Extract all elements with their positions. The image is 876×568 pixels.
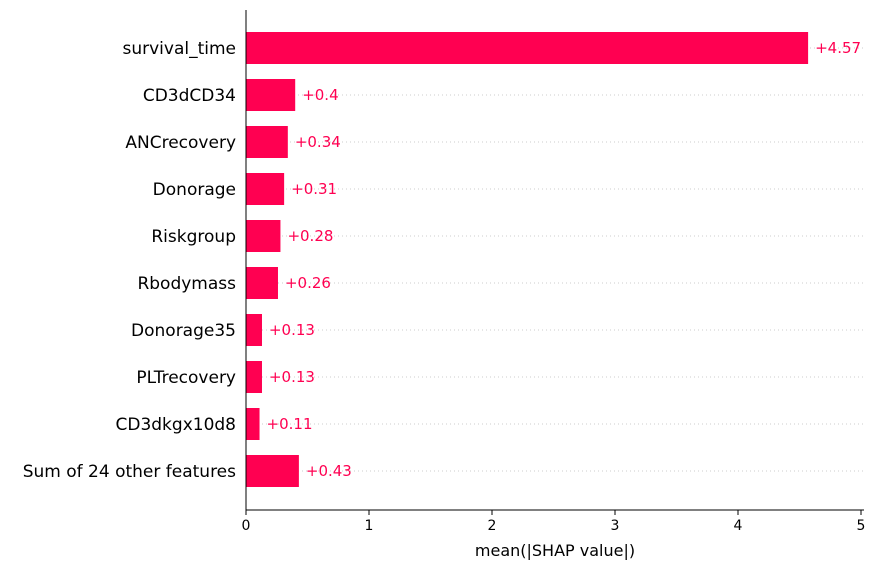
bar bbox=[246, 220, 281, 252]
bar bbox=[246, 79, 296, 111]
value-labels: +4.57 +0.4 +0.34 +0.31 +0.28 +0.26 +0.13 +0.13 +… bbox=[267, 39, 862, 480]
bar bbox=[246, 173, 285, 205]
value-label: +0.13 bbox=[269, 368, 315, 386]
category-label: PLTrecovery bbox=[136, 368, 236, 388]
value-label: +0.43 bbox=[306, 462, 352, 480]
bar bbox=[246, 361, 262, 393]
category-label: ANCrecovery bbox=[125, 133, 236, 153]
category-label: Rbodymass bbox=[137, 274, 236, 294]
category-label: CD3dCD34 bbox=[143, 86, 236, 106]
value-label: +4.57 bbox=[815, 39, 861, 57]
category-label: Riskgroup bbox=[151, 227, 236, 247]
bar bbox=[246, 314, 262, 346]
x-tick-label: 0 bbox=[242, 518, 251, 534]
x-tick-label: 5 bbox=[857, 518, 866, 534]
category-label: survival_time bbox=[122, 39, 236, 59]
x-tick-label: 1 bbox=[365, 518, 374, 534]
value-label: +0.26 bbox=[285, 274, 331, 292]
bars bbox=[246, 32, 809, 487]
category-labels: survival_time CD3dCD34 ANCrecovery Donorage… bbox=[23, 39, 236, 482]
value-label: +0.34 bbox=[295, 133, 341, 151]
value-label: +0.13 bbox=[269, 321, 315, 339]
bar bbox=[246, 408, 260, 440]
x-tick-label: 4 bbox=[734, 518, 743, 534]
category-label: Donorage35 bbox=[131, 321, 236, 341]
gridlines bbox=[246, 47, 864, 472]
value-label: +0.11 bbox=[267, 415, 313, 433]
x-ticks: 0 1 2 3 4 5 bbox=[242, 510, 866, 534]
bar bbox=[246, 455, 299, 487]
bar bbox=[246, 267, 278, 299]
category-label: CD3dkgx10d8 bbox=[115, 415, 236, 435]
category-label: Donorage bbox=[153, 180, 236, 200]
value-label: +0.28 bbox=[287, 227, 333, 245]
x-tick-label: 2 bbox=[488, 518, 497, 534]
value-label: +0.31 bbox=[291, 180, 337, 198]
bar bbox=[246, 32, 809, 64]
category-label: Sum of 24 other features bbox=[23, 462, 236, 482]
value-label: +0.4 bbox=[302, 86, 338, 104]
bar bbox=[246, 126, 288, 158]
x-tick-label: 3 bbox=[611, 518, 620, 534]
x-axis-title: mean(|SHAP value|) bbox=[475, 541, 635, 560]
